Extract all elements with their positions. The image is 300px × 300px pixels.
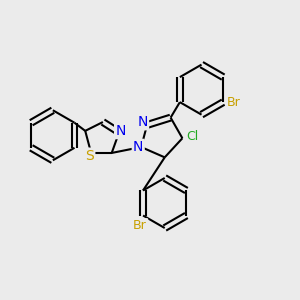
Text: N: N [137, 115, 148, 129]
Text: Br: Br [226, 96, 240, 109]
Text: N: N [133, 140, 143, 154]
Text: Cl: Cl [187, 130, 199, 143]
Text: N: N [116, 124, 126, 138]
Text: S: S [85, 149, 94, 163]
Text: Br: Br [133, 219, 147, 232]
